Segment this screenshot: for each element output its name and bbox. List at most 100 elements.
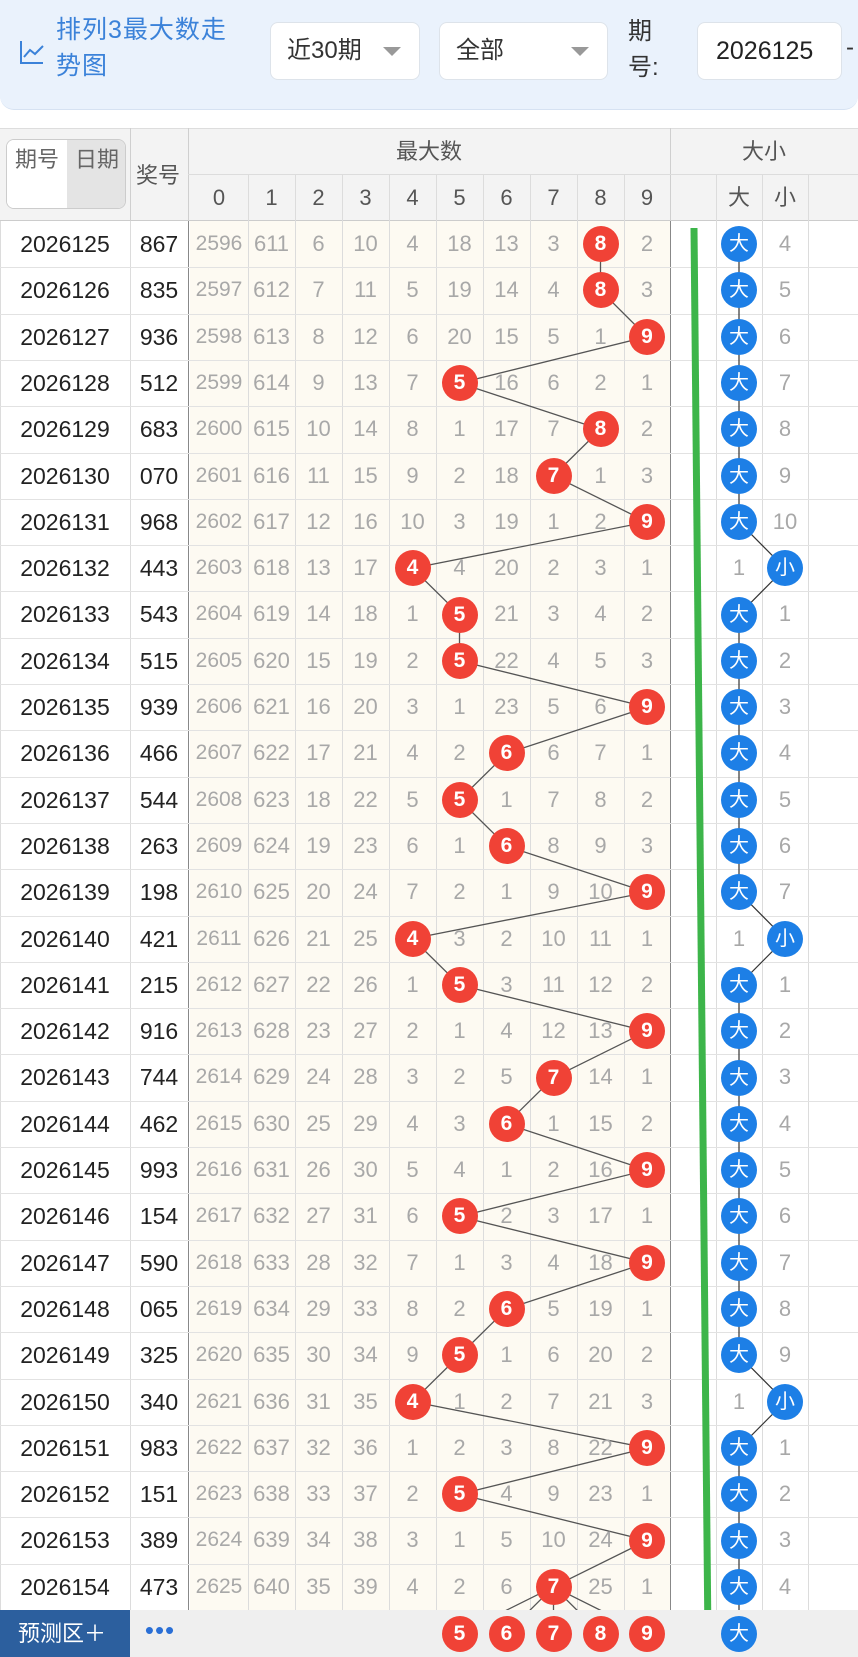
start-issue-input[interactable] bbox=[697, 22, 842, 80]
period-range-select[interactable]: 近30期 bbox=[270, 22, 420, 80]
omission-value: 19 bbox=[447, 277, 472, 303]
omission-value: 3 bbox=[547, 231, 560, 256]
size-ball: 大 bbox=[721, 1059, 757, 1096]
omission-value: 12 bbox=[588, 971, 613, 997]
max-number-ball: 9 bbox=[629, 1152, 665, 1189]
omission-value: 2603 bbox=[195, 556, 243, 580]
omission-value: 3 bbox=[406, 1064, 419, 1090]
omission-value: 620 bbox=[253, 647, 290, 673]
omission-value: 2 bbox=[640, 1110, 654, 1136]
omission-value: 18 bbox=[447, 231, 472, 256]
prediction-ball[interactable]: 9 bbox=[629, 1615, 665, 1652]
prediction-area-button[interactable]: 预测区＋ bbox=[0, 1610, 130, 1657]
prize-number: 968 bbox=[139, 508, 179, 535]
size-ball: 大 bbox=[721, 503, 757, 540]
omission-value: 630 bbox=[253, 1110, 290, 1136]
omission-value: 29 bbox=[353, 1110, 378, 1136]
omission-value: 2 bbox=[640, 971, 654, 997]
max-number-ball: 7 bbox=[535, 457, 572, 494]
omission-value: 8 bbox=[406, 1295, 419, 1321]
omission-value: 638 bbox=[253, 1481, 290, 1507]
omission-value: 2 bbox=[547, 1157, 560, 1182]
sort-by-date-button[interactable]: 日期 bbox=[67, 140, 125, 208]
max-number-group-header: 最大数 bbox=[395, 139, 462, 164]
size-ball: 小 bbox=[767, 920, 803, 957]
size-ball: 大 bbox=[721, 365, 757, 402]
filter-select[interactable]: 全部 bbox=[439, 22, 608, 80]
omission-value: 14 bbox=[306, 601, 331, 627]
omission-value: 8 bbox=[547, 1434, 560, 1460]
prize-number: 154 bbox=[139, 1203, 179, 1230]
omission-value: 3 bbox=[500, 1249, 513, 1275]
prediction-size-ball[interactable]: 大 bbox=[721, 1615, 757, 1652]
omission-value: 7 bbox=[406, 1249, 419, 1275]
omission-value: 8 bbox=[547, 832, 560, 858]
max-number-ball: 7 bbox=[535, 1059, 572, 1096]
prize-number: 867 bbox=[139, 231, 179, 257]
omission-value: 27 bbox=[353, 1018, 378, 1044]
prize-number: 215 bbox=[139, 971, 179, 998]
omission-value: 37 bbox=[353, 1481, 378, 1507]
sort-toggle: 期号 日期 bbox=[6, 139, 126, 209]
omission-value: 2 bbox=[500, 925, 513, 951]
prediction-ball[interactable]: 7 bbox=[535, 1615, 572, 1652]
more-icon[interactable]: ••• bbox=[144, 1615, 176, 1645]
size-omission-value: 6 bbox=[778, 832, 792, 858]
omission-value: 7 bbox=[594, 740, 607, 766]
omission-value: 22 bbox=[494, 647, 519, 673]
prediction-ball[interactable]: 8 bbox=[582, 1615, 619, 1652]
omission-value: 2617 bbox=[195, 1204, 243, 1228]
omission-value: 1 bbox=[594, 462, 607, 488]
omission-value: 15 bbox=[353, 462, 378, 488]
issue-number: 2026141 bbox=[20, 971, 110, 998]
issue-number: 2026145 bbox=[20, 1157, 110, 1183]
omission-value: 4 bbox=[547, 1249, 560, 1275]
omission-value: 23 bbox=[588, 1481, 613, 1507]
row-divider bbox=[0, 1239, 858, 1241]
omission-value: 4 bbox=[547, 647, 560, 673]
prize-number: 543 bbox=[139, 601, 179, 628]
omission-value: 22 bbox=[353, 786, 378, 812]
size-ball: 小 bbox=[767, 550, 803, 587]
omission-value: 30 bbox=[306, 1342, 331, 1368]
sort-by-issue-button[interactable]: 期号 bbox=[7, 140, 67, 208]
omission-value: 4 bbox=[594, 601, 607, 627]
omission-value: 34 bbox=[306, 1527, 331, 1553]
omission-value: 21 bbox=[353, 740, 378, 766]
omission-value: 17 bbox=[353, 555, 378, 581]
max-number-ball: 5 bbox=[441, 1337, 478, 1374]
omission-value: 19 bbox=[306, 832, 331, 858]
row-divider bbox=[0, 684, 858, 685]
omission-value: 6 bbox=[406, 832, 419, 858]
prediction-ball[interactable]: 6 bbox=[488, 1615, 525, 1652]
omission-value: 20 bbox=[447, 323, 472, 349]
trend-chart-icon bbox=[20, 41, 44, 64]
omission-value: 628 bbox=[253, 1018, 290, 1044]
prize-number: 515 bbox=[139, 647, 179, 674]
omission-value: 24 bbox=[306, 1064, 331, 1090]
row-divider bbox=[0, 1471, 858, 1473]
size-ball: 大 bbox=[721, 642, 757, 679]
max-number-ball: 9 bbox=[629, 1429, 665, 1466]
omission-value: 1 bbox=[453, 1018, 466, 1044]
omission-value: 6 bbox=[500, 1573, 513, 1599]
omission-value: 23 bbox=[306, 1018, 331, 1044]
omission-value: 15 bbox=[306, 647, 331, 673]
omission-value: 7 bbox=[406, 369, 419, 395]
prize-number: 993 bbox=[139, 1157, 179, 1183]
omission-value: 24 bbox=[353, 879, 378, 905]
omission-value: 11 bbox=[542, 971, 565, 997]
omission-value: 18 bbox=[353, 601, 378, 627]
omission-value: 36 bbox=[353, 1434, 378, 1460]
prize-number: 744 bbox=[139, 1064, 179, 1091]
prediction-ball[interactable]: 5 bbox=[441, 1615, 478, 1652]
omission-value: 612 bbox=[253, 277, 290, 303]
prize-number: 462 bbox=[139, 1110, 179, 1137]
omission-value: 29 bbox=[306, 1295, 331, 1321]
omission-value: 33 bbox=[353, 1295, 378, 1321]
prize-number: 340 bbox=[139, 1388, 179, 1415]
prize-number: 443 bbox=[139, 555, 179, 582]
prize-number: 683 bbox=[139, 416, 179, 443]
size-ball: 小 bbox=[767, 1383, 803, 1420]
row-divider bbox=[0, 313, 858, 315]
